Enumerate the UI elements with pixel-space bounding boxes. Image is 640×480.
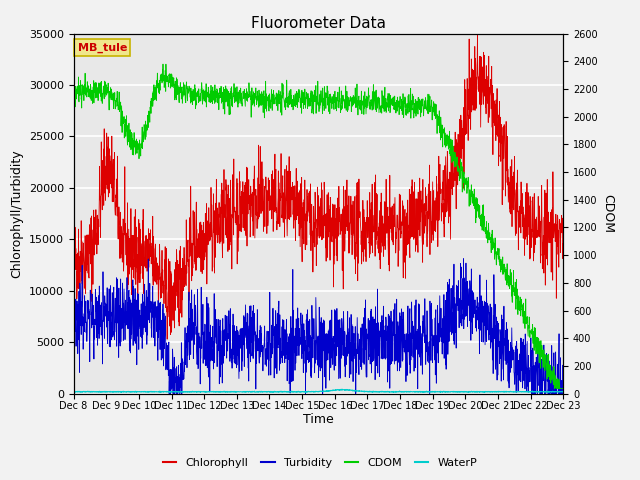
Text: MB_tule: MB_tule [77, 43, 127, 53]
Legend: Chlorophyll, Turbidity, CDOM, WaterP: Chlorophyll, Turbidity, CDOM, WaterP [159, 453, 481, 472]
Title: Fluorometer Data: Fluorometer Data [251, 16, 386, 31]
Y-axis label: Chlorophyll/Turbidity: Chlorophyll/Turbidity [10, 149, 23, 278]
X-axis label: Time: Time [303, 413, 334, 426]
Y-axis label: CDOM: CDOM [602, 194, 614, 233]
